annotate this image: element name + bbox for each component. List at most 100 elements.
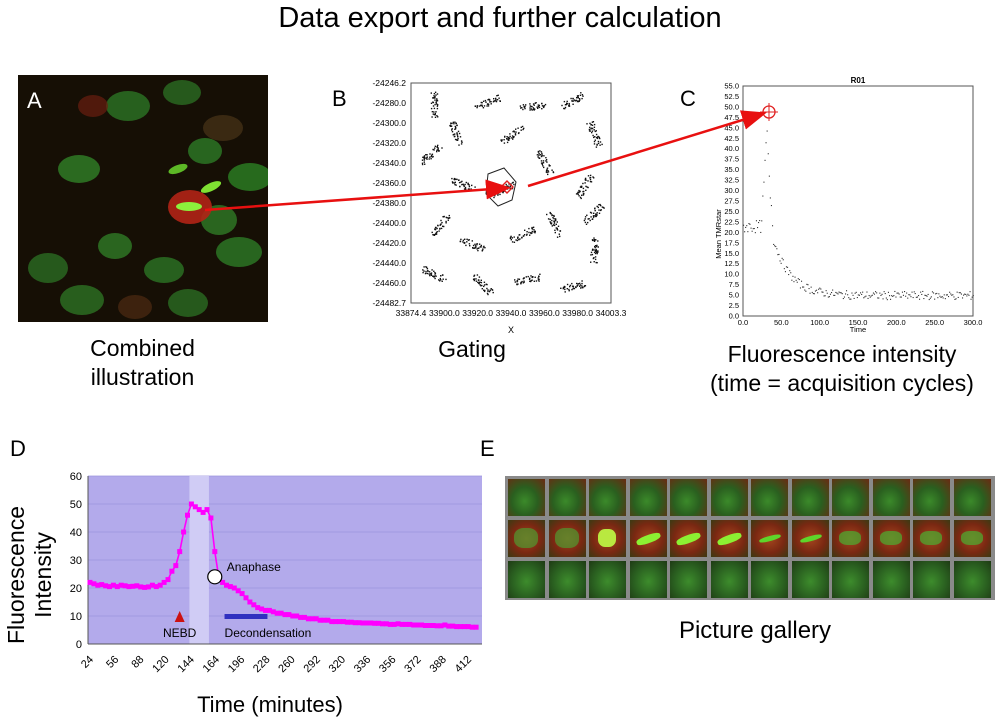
chart-data-point — [450, 623, 456, 629]
gallery-tile[interactable] — [953, 479, 991, 516]
raw-x-tick-labels: 0.0 50.0 100.0 150.0 200.0 250.0 300.0 — [738, 318, 983, 327]
chart-data-point — [165, 577, 171, 583]
gallery-tile[interactable] — [670, 520, 707, 557]
decondensation-label: Decondensation — [225, 626, 312, 640]
gating-x-tick-label: 33920.0 — [462, 308, 493, 318]
gallery-tile[interactable] — [751, 479, 788, 516]
chart-data-point — [376, 620, 382, 626]
combined-micrograph — [18, 75, 268, 322]
chart-data-point — [220, 579, 226, 585]
chart-data-point — [235, 588, 241, 594]
chart-data-point — [469, 624, 475, 630]
raw-y-tick-label: 2.5 — [729, 301, 739, 310]
chart-data-point — [188, 501, 194, 507]
chart-data-point — [387, 621, 393, 627]
anaphase-label: Anaphase — [227, 560, 281, 574]
gallery-tile[interactable] — [548, 479, 586, 516]
gallery-tile[interactable] — [508, 520, 545, 557]
chart-data-point — [282, 612, 288, 618]
page-title: Data export and further calculation — [278, 2, 722, 34]
chart-data-point — [317, 617, 323, 623]
gallery-tile[interactable] — [791, 561, 829, 598]
chart-data-point — [333, 619, 339, 625]
chart-data-point — [356, 620, 362, 626]
nebd-label: NEBD — [163, 626, 197, 640]
gallery-tile[interactable] — [791, 520, 829, 557]
chart-data-point — [360, 620, 366, 626]
gallery-tile[interactable] — [629, 561, 667, 598]
gallery-tile[interactable] — [953, 561, 991, 598]
gallery-tile[interactable] — [791, 479, 829, 516]
gallery-tile[interactable] — [953, 520, 991, 557]
gallery-tile[interactable] — [548, 561, 586, 598]
gallery-tile[interactable] — [670, 561, 707, 598]
chart-data-point — [243, 595, 249, 601]
raw-y-tick-label: 32.5 — [724, 176, 739, 185]
panel-e-caption: Picture gallery — [678, 617, 832, 644]
chart-data-point — [196, 507, 202, 513]
anaphase-marker — [207, 569, 223, 585]
panel-letter-d: D — [10, 436, 26, 461]
raw-y-tick-label: 20.0 — [724, 228, 739, 237]
panel-a-caption-line1: Combined — [90, 335, 195, 361]
chart-data-point — [177, 549, 183, 555]
chart-data-point — [298, 614, 304, 620]
raw-y-tick-label: 15.0 — [724, 249, 739, 258]
gating-y-tick-label: -24400.0 — [372, 218, 406, 228]
chart-data-point — [138, 584, 144, 590]
gallery-tile[interactable] — [589, 561, 626, 598]
chart-data-point — [274, 610, 280, 616]
gallery-tile[interactable] — [710, 561, 748, 598]
raw-x-tick-label: 150.0 — [849, 318, 868, 327]
chart-data-point — [259, 606, 265, 612]
intensity-chart: Fluorescence Intensity 0 10 20 30 40 50 60 24 5… — [3, 471, 482, 717]
raw-y-tick-label: 37.5 — [724, 155, 739, 164]
chart-data-point — [313, 616, 319, 622]
chart-x-tick-label: 336 — [352, 654, 373, 675]
gallery-tile[interactable] — [710, 520, 748, 557]
chart-data-point — [247, 599, 253, 605]
gallery-tile[interactable] — [508, 561, 545, 598]
raw-plot-frame — [742, 85, 974, 317]
raw-y-tick-label: 35.0 — [724, 165, 739, 174]
gallery-tile[interactable] — [913, 479, 950, 516]
panel-letter-e: E — [480, 436, 495, 461]
chart-data-point — [383, 621, 389, 627]
gallery-tile[interactable] — [751, 561, 788, 598]
gallery-tile[interactable] — [872, 479, 910, 516]
chart-data-point — [461, 624, 467, 630]
raw-y-tick-label: 55.0 — [724, 82, 739, 91]
panel-b-caption: Gating — [438, 336, 506, 362]
gallery-tile[interactable] — [548, 520, 586, 557]
chart-data-point — [185, 512, 190, 518]
raw-y-tick-label: 45.0 — [724, 123, 739, 132]
gallery-tile[interactable] — [670, 479, 707, 516]
gallery-tile[interactable] — [589, 520, 626, 557]
chart-shaded-region — [189, 476, 209, 644]
gallery-tile[interactable] — [913, 520, 950, 557]
raw-y-tick-label: 30.0 — [724, 186, 739, 195]
gallery-tile[interactable] — [832, 520, 869, 557]
gallery-tile[interactable] — [751, 520, 788, 557]
arrow-a-to-b — [204, 179, 511, 212]
gallery-tile[interactable] — [913, 561, 950, 598]
gallery-tile[interactable] — [710, 479, 748, 516]
chart-data-point — [118, 582, 124, 588]
gallery-tile[interactable] — [629, 479, 667, 516]
chart-annotations: NEBD Anaphase Decondensation — [163, 560, 311, 640]
gallery-tile[interactable] — [872, 520, 910, 557]
chart-x-axis-label: Time (minutes) — [197, 692, 343, 717]
chart-data-point — [126, 584, 132, 590]
chart-data-point — [341, 619, 346, 625]
picture-gallery — [505, 476, 995, 600]
chart-data-point — [473, 624, 479, 630]
chart-x-tick-label: 196 — [226, 654, 247, 675]
gating-y-tick-label: -24440.0 — [372, 258, 406, 268]
gallery-tile[interactable] — [629, 520, 667, 557]
gallery-tile[interactable] — [832, 561, 869, 598]
gallery-tile[interactable] — [872, 561, 910, 598]
decondensation-bar — [224, 614, 268, 619]
gallery-tile[interactable] — [589, 479, 626, 516]
gallery-tile[interactable] — [832, 479, 869, 516]
gallery-tile[interactable] — [508, 479, 545, 516]
